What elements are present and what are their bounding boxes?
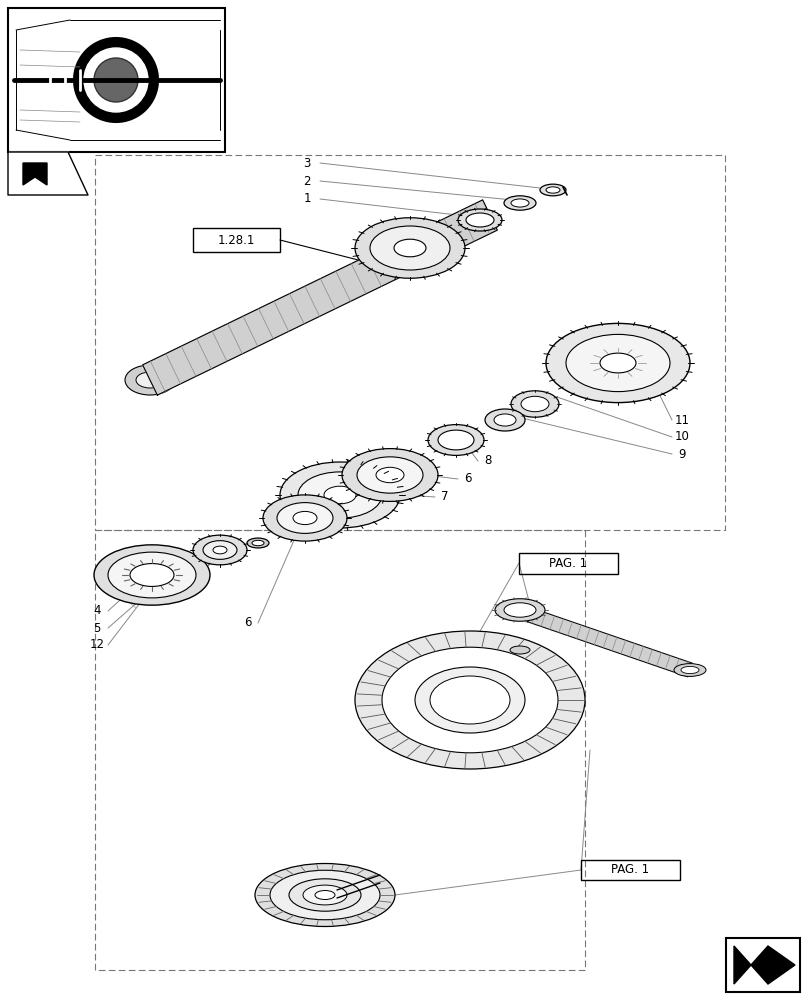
Ellipse shape (393, 239, 426, 257)
Ellipse shape (263, 495, 346, 541)
Ellipse shape (125, 365, 175, 395)
Text: PAG. 1: PAG. 1 (611, 863, 649, 876)
Ellipse shape (303, 885, 346, 905)
Ellipse shape (466, 213, 493, 227)
Ellipse shape (251, 540, 264, 546)
Ellipse shape (495, 599, 544, 621)
Ellipse shape (430, 676, 509, 724)
Ellipse shape (203, 541, 237, 559)
Text: 9: 9 (677, 448, 685, 460)
Ellipse shape (247, 538, 268, 548)
Ellipse shape (370, 226, 449, 270)
Text: 6: 6 (244, 616, 251, 630)
Text: 2: 2 (303, 175, 311, 188)
Text: 1: 1 (303, 192, 311, 206)
Ellipse shape (341, 449, 437, 501)
Ellipse shape (510, 391, 558, 417)
Ellipse shape (354, 631, 584, 769)
Ellipse shape (130, 564, 174, 586)
Text: 8: 8 (483, 454, 491, 468)
Ellipse shape (437, 430, 474, 450)
Text: 10: 10 (674, 430, 689, 444)
Ellipse shape (673, 664, 705, 676)
Ellipse shape (108, 552, 195, 598)
Ellipse shape (565, 334, 669, 392)
Text: 11: 11 (674, 414, 689, 426)
Ellipse shape (509, 646, 530, 654)
Ellipse shape (193, 535, 247, 565)
Ellipse shape (354, 218, 465, 278)
Bar (95, 530, 584, 970)
Ellipse shape (504, 196, 535, 210)
Text: 6: 6 (464, 473, 471, 486)
Ellipse shape (493, 414, 515, 426)
Ellipse shape (357, 457, 423, 493)
Bar (8, 8, 225, 152)
Ellipse shape (504, 603, 535, 617)
Ellipse shape (277, 503, 333, 533)
Bar (95, 155, 724, 530)
Bar (725, 938, 799, 992)
Ellipse shape (289, 879, 361, 911)
Text: PAG. 1: PAG. 1 (549, 557, 587, 570)
Ellipse shape (84, 48, 148, 112)
Polygon shape (527, 608, 692, 677)
Bar (581, 860, 679, 880)
Text: 7: 7 (440, 490, 448, 504)
Polygon shape (143, 200, 496, 395)
Text: 4: 4 (93, 604, 101, 617)
Ellipse shape (298, 472, 381, 518)
Ellipse shape (599, 353, 635, 373)
Ellipse shape (381, 647, 557, 753)
Polygon shape (23, 163, 47, 185)
Ellipse shape (545, 323, 689, 403)
Text: 3: 3 (303, 157, 311, 170)
Ellipse shape (427, 425, 483, 455)
Bar (518, 553, 617, 574)
Ellipse shape (280, 462, 400, 528)
Polygon shape (733, 946, 794, 984)
Ellipse shape (270, 870, 380, 920)
Bar (193, 228, 280, 252)
Ellipse shape (255, 863, 394, 926)
Ellipse shape (94, 545, 210, 605)
Ellipse shape (212, 546, 227, 554)
Ellipse shape (74, 38, 158, 122)
Ellipse shape (680, 666, 698, 674)
Ellipse shape (324, 486, 355, 504)
Ellipse shape (315, 890, 335, 899)
Ellipse shape (293, 511, 316, 525)
Text: 5: 5 (93, 621, 101, 635)
Ellipse shape (94, 58, 138, 102)
Ellipse shape (135, 372, 164, 388)
Ellipse shape (414, 667, 525, 733)
Ellipse shape (484, 409, 525, 431)
Ellipse shape (521, 396, 548, 412)
Text: 1.28.1: 1.28.1 (217, 233, 255, 246)
Text: 12: 12 (89, 639, 105, 652)
Ellipse shape (539, 184, 565, 196)
Ellipse shape (375, 467, 404, 483)
Ellipse shape (510, 199, 528, 207)
Ellipse shape (545, 187, 560, 193)
Ellipse shape (457, 209, 501, 231)
Polygon shape (8, 152, 88, 195)
